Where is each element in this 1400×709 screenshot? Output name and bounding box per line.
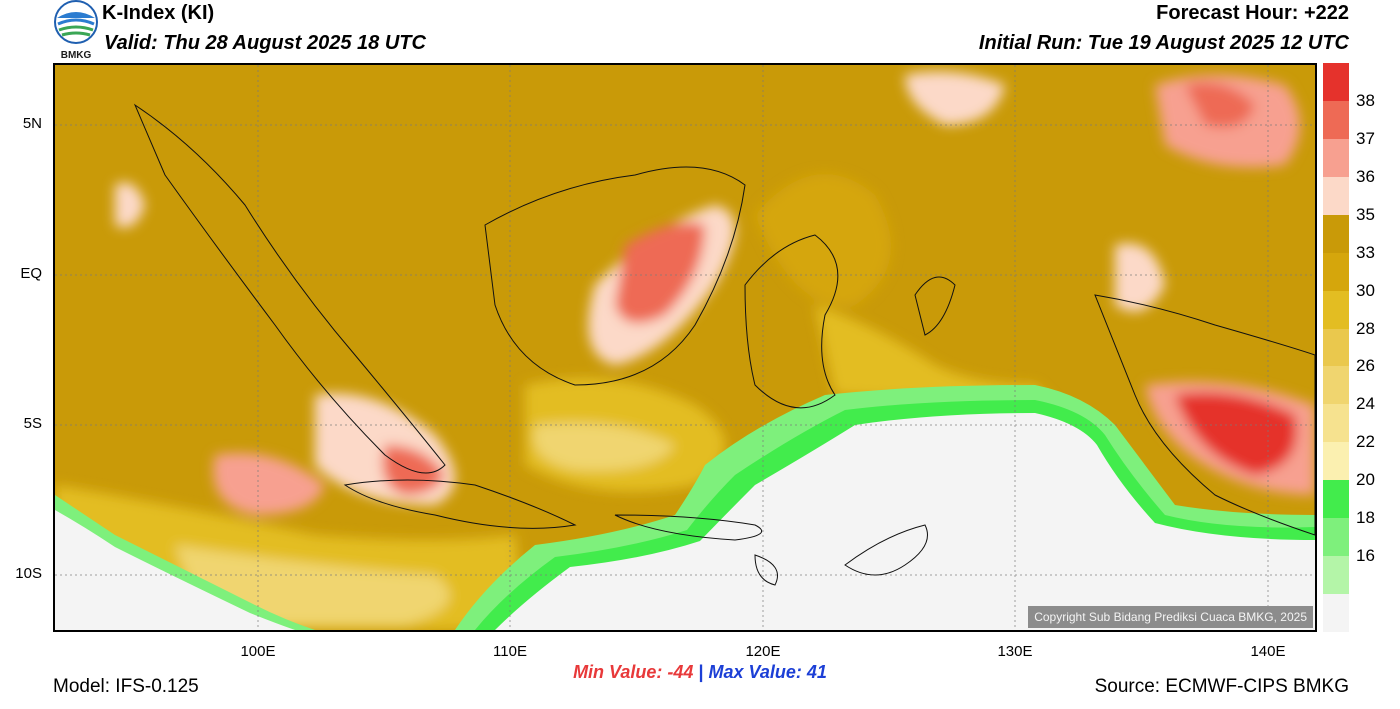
stats-separator: | — [698, 662, 704, 682]
lat-label-10s: 10S — [15, 565, 42, 582]
min-value: -44 — [667, 662, 694, 682]
colorbar-segment — [1323, 556, 1349, 595]
colorbar-segment — [1323, 290, 1349, 330]
colorbar-segment — [1323, 252, 1349, 292]
colorbar-segment — [1323, 594, 1349, 633]
colorbar-segment — [1323, 176, 1349, 216]
forecast-hour: Forecast Hour: +222 — [1156, 2, 1349, 24]
colorbar-segment — [1323, 328, 1349, 367]
lon-label-100e: 100E — [240, 643, 276, 660]
source-label: Source: ECMWF-CIPS BMKG — [1094, 676, 1349, 697]
lat-label-eq: EQ — [20, 265, 42, 282]
colorbar-label: 33 — [1356, 242, 1375, 262]
colorbar-label: 30 — [1356, 280, 1375, 300]
bmkg-logo: BMKG — [52, 0, 100, 61]
colorbar-label: 22 — [1356, 432, 1375, 452]
colorbar-segment — [1323, 442, 1349, 481]
colorbar-label: 16 — [1356, 546, 1375, 566]
k-index-map: Copyright Sub Bidang Prediksi Cuaca BMKG… — [53, 63, 1317, 632]
logo-text: BMKG — [61, 50, 92, 60]
max-value: 41 — [806, 662, 827, 682]
colorbar-label: 24 — [1356, 394, 1375, 414]
model-label: Model: IFS-0.125 — [53, 676, 199, 697]
copyright-notice: Copyright Sub Bidang Prediksi Cuaca BMKG… — [1028, 606, 1313, 628]
colorbar-label: 35 — [1356, 204, 1375, 224]
initial-run: Initial Run: Tue 19 August 2025 12 UTC — [978, 32, 1349, 54]
colorbar-label: 20 — [1356, 470, 1375, 490]
colorbar-label: 38 — [1356, 90, 1375, 110]
valid-time: Valid: Thu 28 August 2025 18 UTC — [104, 32, 426, 54]
lon-label-110e: 110E — [493, 643, 527, 660]
colorbar-label: 18 — [1356, 508, 1375, 528]
colorbar-segment — [1323, 63, 1349, 102]
map-canvas — [55, 65, 1315, 630]
lon-label-130e: 130E — [997, 643, 1033, 660]
colorbar-segment — [1323, 100, 1349, 140]
colorbar-segment — [1323, 518, 1349, 557]
colorbar-label: 37 — [1356, 128, 1375, 148]
min-max-line: Min Value: -44 | Max Value: 41 — [0, 662, 1400, 683]
max-label: Max Value: — [708, 662, 802, 682]
colorbar-segment — [1323, 366, 1349, 405]
colorbar-segment — [1323, 138, 1349, 178]
colorbar-segment — [1323, 404, 1349, 443]
lat-label-5n: 5N — [22, 115, 42, 132]
min-label: Min Value: — [573, 662, 663, 682]
colorbar-segment — [1323, 480, 1349, 519]
colorbar-label: 36 — [1356, 166, 1375, 186]
lat-label-5s: 5S — [23, 415, 42, 432]
page-title: K-Index (KI) — [102, 2, 215, 24]
colorbar-label: 28 — [1356, 318, 1375, 338]
lon-label-140e: 140E — [1250, 643, 1286, 660]
lon-label-120e: 120E — [745, 643, 781, 660]
coastline-outlines — [133, 103, 1315, 586]
colorbar-label: 26 — [1356, 356, 1375, 376]
colorbar — [1323, 63, 1349, 633]
colorbar-segment — [1323, 214, 1349, 254]
